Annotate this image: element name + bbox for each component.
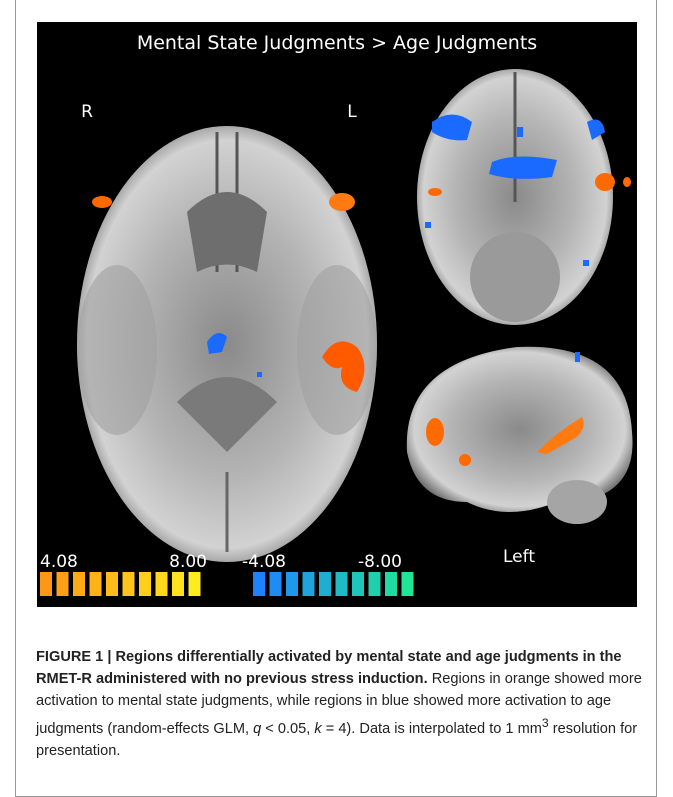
figure-image: Mental State Judgments > Age Judgments R… bbox=[37, 22, 637, 607]
orientation-label: R bbox=[81, 102, 93, 122]
scale-swatch bbox=[57, 572, 69, 596]
scale-swatch bbox=[303, 572, 315, 596]
scale-swatch bbox=[286, 572, 298, 596]
scale-label: 4.08 bbox=[40, 552, 78, 572]
scale-swatch bbox=[139, 572, 151, 596]
scale-swatch bbox=[402, 572, 414, 596]
scale-swatch bbox=[369, 572, 381, 596]
scale-swatch bbox=[40, 572, 52, 596]
caption-variable: k bbox=[314, 721, 321, 737]
page: {"figure": { "title": "Mental State Judg… bbox=[0, 0, 673, 796]
orientation-label: L bbox=[347, 102, 357, 122]
caption: FIGURE 1 | Regions differentially activa… bbox=[36, 646, 646, 762]
caption-text: = 4). Data is interpolated to 1 mm bbox=[322, 721, 542, 737]
view-label: Left bbox=[503, 547, 535, 567]
scale-swatch bbox=[385, 572, 397, 596]
scale-swatch bbox=[336, 572, 348, 596]
scale-label: -4.08 bbox=[242, 552, 286, 572]
scale-swatch bbox=[172, 572, 184, 596]
scale-swatch bbox=[319, 572, 331, 596]
caption-text: < 0.05, bbox=[261, 721, 314, 737]
scale-swatch bbox=[253, 572, 265, 596]
scale-label: -8.00 bbox=[358, 552, 402, 572]
scale-swatch bbox=[90, 572, 102, 596]
scale-swatch bbox=[270, 572, 282, 596]
caption-superscript: 3 bbox=[542, 716, 549, 730]
scale-swatch bbox=[156, 572, 168, 596]
scale-swatch bbox=[189, 572, 201, 596]
figure-title: Mental State Judgments > Age Judgments bbox=[137, 32, 537, 54]
scale-swatch bbox=[106, 572, 118, 596]
scale-swatch bbox=[73, 572, 85, 596]
scale-swatch bbox=[123, 572, 135, 596]
scale-label: 8.00 bbox=[169, 552, 207, 572]
axial-slice bbox=[77, 126, 377, 562]
scale-swatch bbox=[352, 572, 364, 596]
